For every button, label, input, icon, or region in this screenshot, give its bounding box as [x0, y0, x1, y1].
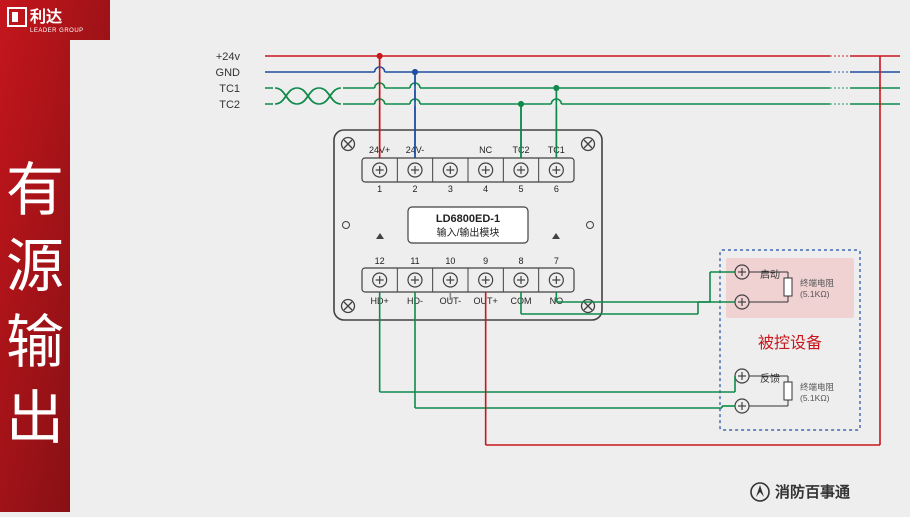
- bus-label-tc2: TC2: [219, 99, 240, 111]
- svg-text:反馈: 反馈: [760, 372, 780, 385]
- svg-text:7: 7: [554, 256, 559, 266]
- svg-text:11: 11: [410, 256, 419, 266]
- svg-text:终端电阻: 终端电阻: [800, 278, 835, 288]
- svg-text:9: 9: [483, 256, 488, 266]
- svg-text:源: 源: [6, 234, 64, 299]
- svg-text:4: 4: [483, 184, 488, 194]
- footer-text: 消防百事通: [775, 483, 850, 501]
- wiring-diagram: 利达 LEADER GROUP 有源输出 +24v GND TC1 TC2 LD6800ED-…: [0, 0, 910, 512]
- device-title: 被控设备: [758, 334, 822, 352]
- svg-text:(5.1KΩ): (5.1KΩ): [800, 393, 830, 403]
- svg-text:输: 输: [6, 310, 64, 375]
- module: LD6800ED-1输入/输出模块24V+124V-23NC4TC25TC16H…: [334, 130, 602, 320]
- svg-text:出: 出: [6, 386, 64, 451]
- svg-text:启动: 启动: [760, 268, 780, 281]
- svg-text:终端电阻: 终端电阻: [800, 382, 835, 392]
- svg-text:(5.1KΩ): (5.1KΩ): [800, 289, 830, 299]
- svg-text:8: 8: [518, 256, 523, 266]
- svg-text:5: 5: [518, 184, 523, 194]
- svg-text:10: 10: [445, 256, 455, 266]
- svg-text:6: 6: [554, 184, 559, 194]
- module-subtitle: 输入/输出模块: [437, 226, 500, 239]
- svg-text:2: 2: [412, 184, 417, 194]
- svg-text:有: 有: [6, 158, 64, 223]
- bus-label-24v: +24v: [216, 51, 241, 63]
- svg-text:3: 3: [448, 184, 453, 194]
- svg-text:12: 12: [375, 256, 385, 266]
- svg-text:NC: NC: [479, 145, 492, 155]
- bus-label-tc1: TC1: [219, 83, 240, 95]
- module-code: LD6800ED-1: [436, 213, 500, 225]
- brand-cn: 利达: [30, 7, 62, 26]
- bus-label-gnd: GND: [216, 67, 241, 79]
- brand-en: LEADER GROUP: [30, 28, 84, 34]
- svg-text:1: 1: [377, 184, 382, 194]
